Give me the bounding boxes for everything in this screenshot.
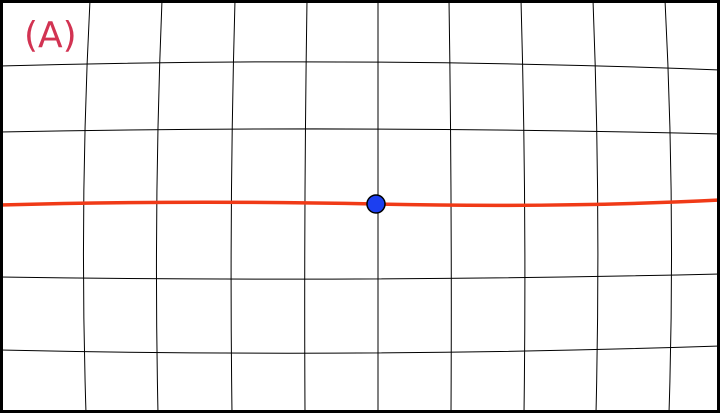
grid-line xyxy=(82,0,91,413)
grid-line xyxy=(0,128,720,135)
panel-label: (A) xyxy=(24,15,77,56)
grid-line xyxy=(155,0,163,413)
grid-line xyxy=(0,345,720,354)
grid-line xyxy=(230,0,236,413)
grid-line xyxy=(0,61,720,71)
point xyxy=(366,194,386,214)
grid-line xyxy=(592,0,599,413)
grid-line xyxy=(304,0,308,413)
grid-line xyxy=(0,273,720,280)
grid-line xyxy=(664,0,673,413)
